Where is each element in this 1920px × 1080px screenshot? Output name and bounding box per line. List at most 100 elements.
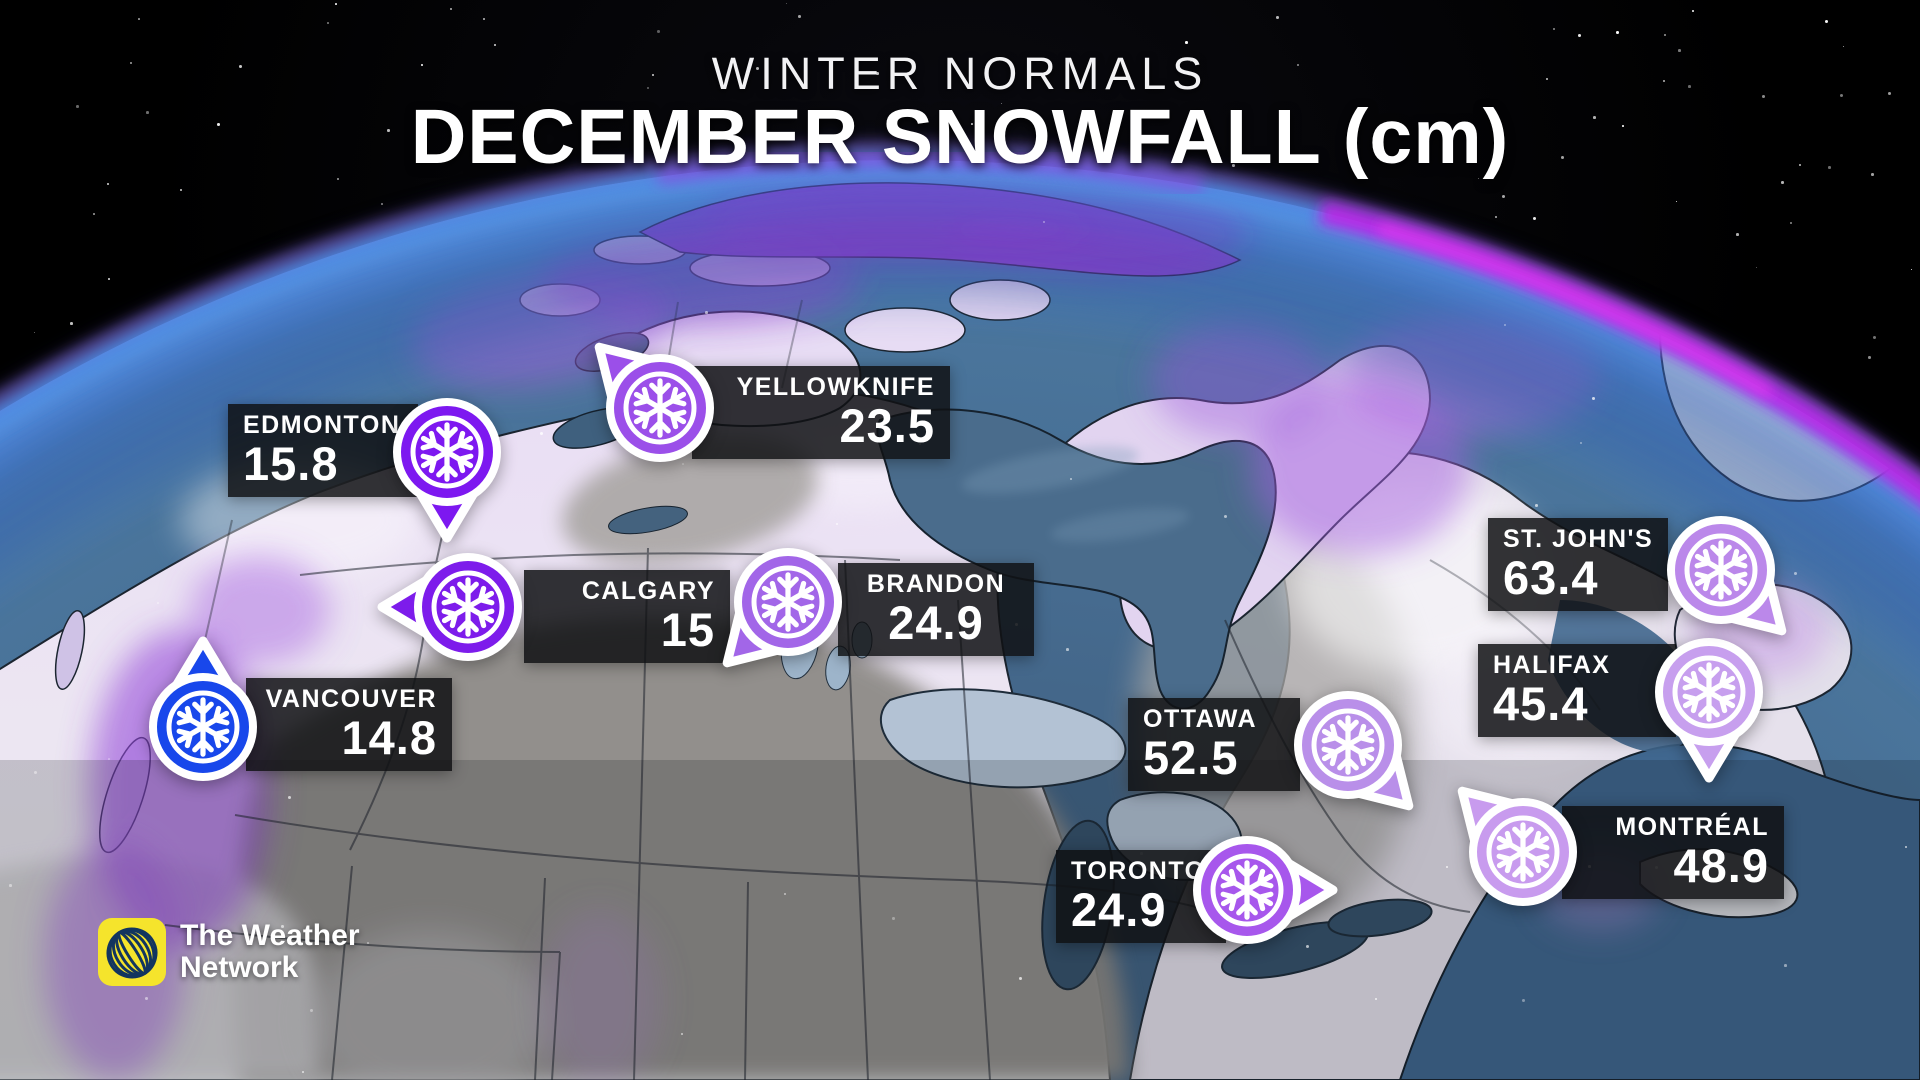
snow-speck <box>1043 221 1046 224</box>
star <box>1756 267 1758 269</box>
city-value: 24.9 <box>1071 882 1167 936</box>
star <box>1692 10 1694 12</box>
snow-speck <box>367 942 369 944</box>
star <box>1561 156 1564 159</box>
star <box>421 64 423 66</box>
star <box>590 111 592 113</box>
snow-speck <box>1070 478 1072 480</box>
star <box>1888 92 1891 95</box>
star <box>1232 164 1235 167</box>
logo-text: The Weather Network <box>180 920 360 984</box>
star <box>1762 95 1765 98</box>
star <box>1276 16 1279 19</box>
star <box>217 123 220 126</box>
title-block: WINTER NORMALS DECEMBER SNOWFALL (cm) <box>0 50 1920 176</box>
snow-speck <box>145 997 148 1000</box>
star <box>1218 157 1221 160</box>
city-name: OTTAWA <box>1143 705 1258 733</box>
star <box>387 129 390 132</box>
city-name: YELLOWKNIFE <box>736 373 935 401</box>
city-value: 24.9 <box>888 595 984 649</box>
star <box>1873 336 1876 339</box>
star <box>450 8 452 10</box>
snow-speck <box>34 771 38 775</box>
star <box>1790 222 1792 224</box>
star <box>1736 233 1739 236</box>
city-name: CALGARY <box>581 577 715 605</box>
city-pin-snowflake-icon <box>722 548 842 668</box>
star <box>1840 94 1844 98</box>
star <box>647 87 650 90</box>
star <box>1593 116 1596 119</box>
city-label-stjohns: ST. JOHN'S 63.4 <box>1488 518 1668 611</box>
star <box>1578 34 1581 37</box>
star <box>657 30 660 33</box>
title-kicker: WINTER NORMALS <box>711 48 1209 99</box>
atmosphere-rim <box>0 141 1920 1080</box>
star <box>146 111 149 114</box>
snow-speck <box>682 463 684 465</box>
star <box>1616 31 1619 34</box>
city-value: 23.5 <box>839 398 935 452</box>
city-pin-snowflake-icon <box>1294 691 1414 811</box>
star <box>327 22 329 24</box>
city-value: 15 <box>660 602 715 656</box>
star <box>1663 80 1665 82</box>
city-value: 15.8 <box>243 436 339 490</box>
city-pin-snowflake-icon <box>1193 836 1338 944</box>
snow-speck <box>892 917 895 920</box>
weather-network-logo: The Weather Network <box>98 918 360 986</box>
star <box>130 62 133 65</box>
snow-speck <box>302 1071 304 1073</box>
star <box>93 213 95 215</box>
city-name: EDMONTON <box>243 411 401 439</box>
star <box>1297 64 1299 66</box>
city-pin-snowflake-icon <box>393 398 501 543</box>
city-label-calgary: CALGARY 15 <box>524 570 730 663</box>
star <box>34 332 36 334</box>
star <box>76 105 79 108</box>
star <box>381 203 383 205</box>
city-name: VANCOUVER <box>265 685 437 713</box>
city-label-halifax: HALIFAX 45.4 <box>1478 644 1676 737</box>
star <box>1495 216 1497 218</box>
star <box>756 67 759 70</box>
city-name: MONTRÉAL <box>1615 813 1769 841</box>
snow-speck <box>1224 515 1228 519</box>
star <box>494 44 497 47</box>
city-label-yellowknife: YELLOWKNIFE 23.5 <box>692 366 950 459</box>
star <box>1553 28 1556 31</box>
star <box>1828 166 1831 169</box>
city-pin-snowflake-icon <box>594 342 714 462</box>
logo-globe-icon <box>98 918 166 986</box>
snow-speck <box>310 1009 314 1013</box>
snow-speck <box>836 523 839 526</box>
snow-speck <box>281 925 284 928</box>
city-name: BRANDON <box>866 570 1006 598</box>
city-pin-snowflake-icon <box>1655 638 1763 783</box>
snow-speck <box>784 893 787 896</box>
star <box>1676 201 1678 203</box>
snow-speck <box>1066 648 1069 651</box>
logo-line2: Network <box>180 951 299 984</box>
city-value: 52.5 <box>1143 730 1239 784</box>
star <box>1843 46 1845 48</box>
star <box>1678 49 1681 52</box>
snow-speck <box>1446 866 1448 868</box>
snow-speck <box>1592 397 1596 401</box>
city-label-vancouver: VANCOUVER 14.8 <box>246 678 452 771</box>
star <box>483 18 485 20</box>
star <box>1185 41 1188 44</box>
star <box>70 322 73 325</box>
star <box>1911 269 1913 271</box>
logo-line1: The Weather <box>180 919 360 953</box>
city-value: 48.9 <box>1673 838 1769 892</box>
snow-speck <box>1504 324 1507 327</box>
snow-speck <box>681 1033 684 1036</box>
star <box>652 74 655 77</box>
star <box>1502 195 1505 198</box>
city-value: 14.8 <box>341 710 437 764</box>
city-pin-snowflake-icon <box>1667 516 1787 636</box>
star <box>971 123 973 125</box>
